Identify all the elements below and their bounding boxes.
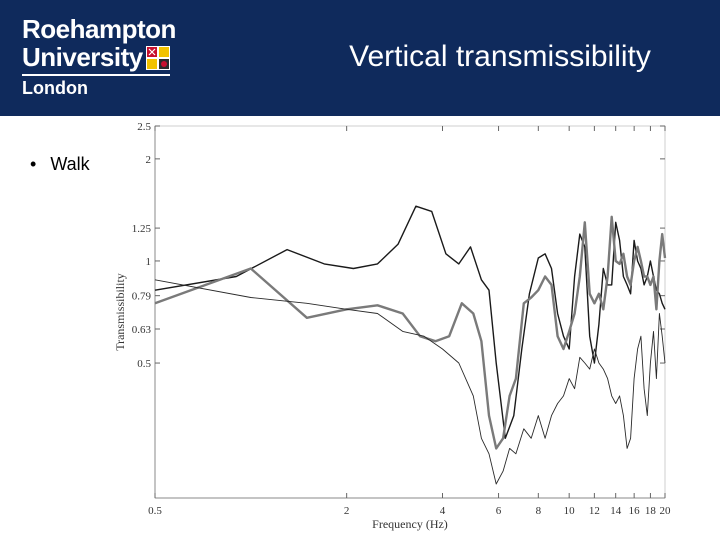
x-tick-label: 14	[610, 505, 622, 517]
y-tick-label: 0.79	[132, 291, 152, 303]
bullet-text: Walk	[50, 154, 90, 174]
logo-divider	[22, 74, 170, 76]
bullet-icon: •	[30, 154, 37, 174]
series-line-3	[154, 279, 666, 485]
y-axis-title: Transmissibility	[113, 273, 127, 351]
series-line-1	[154, 205, 666, 439]
y-tick-label: 0.5	[137, 358, 151, 370]
slide-title: Vertical transmissibility	[349, 40, 651, 73]
series-line-2	[154, 215, 667, 450]
x-tick-label: 18	[645, 505, 657, 517]
x-tick-label: 2	[344, 505, 350, 517]
x-tick-label: 12	[589, 505, 600, 517]
x-tick-label: 16	[629, 505, 641, 517]
x-tick-label: 6	[496, 505, 502, 517]
crest-icon	[146, 46, 170, 70]
university-logo: Roehampton University London	[22, 14, 182, 104]
x-tick-label: 10	[564, 505, 576, 517]
logo-text-line1: Roehampton	[22, 14, 176, 44]
x-tick-label: 4	[440, 505, 446, 517]
header-banner: Roehampton University London Vertical tr…	[0, 0, 720, 116]
x-tick-label: 0.5	[148, 505, 162, 517]
y-tick-label: 0.63	[132, 324, 152, 336]
x-axis-title: Frequency (Hz)	[372, 517, 448, 531]
x-tick-label: 20	[660, 505, 672, 517]
x-tick-label: 8	[536, 505, 542, 517]
y-tick-label: 2	[146, 154, 152, 166]
y-tick-label: 2.5	[137, 121, 151, 133]
bullet-item: • Walk	[30, 154, 90, 175]
y-tick-label: 1.25	[132, 223, 152, 235]
logo-text-line3: London	[22, 78, 88, 98]
logo-text-line2: University	[22, 42, 143, 72]
y-tick-label: 1	[146, 256, 152, 268]
